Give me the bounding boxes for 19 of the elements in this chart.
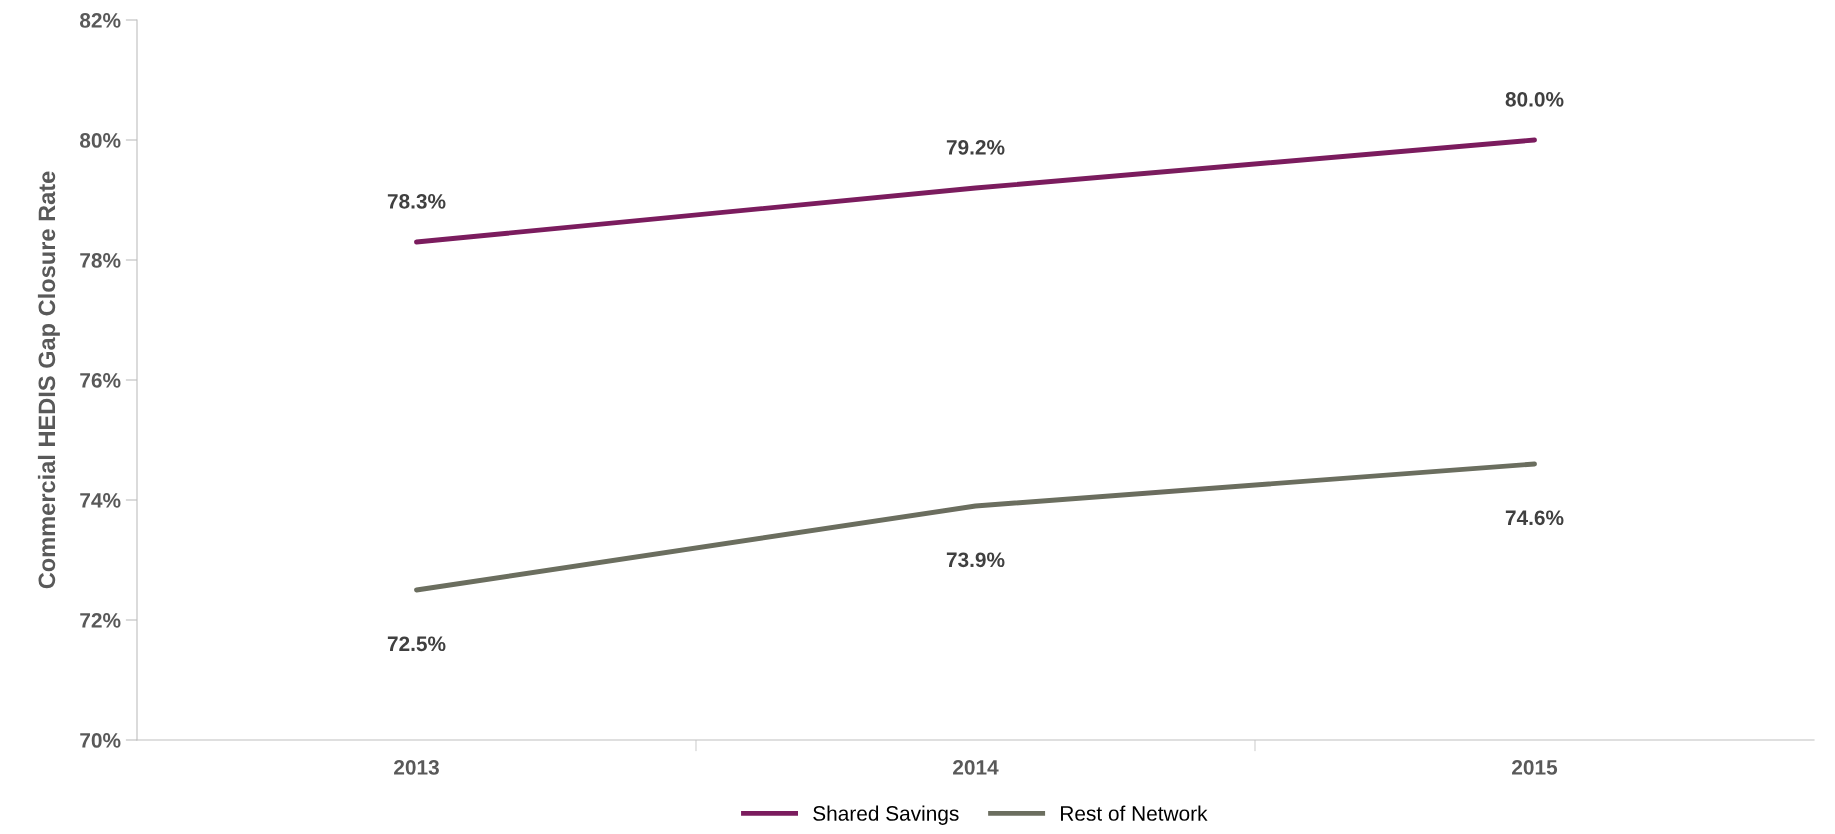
legend-label: Shared Savings	[813, 805, 959, 825]
x-tick-label: 2015	[1512, 759, 1558, 775]
y-tick-label: 72%	[80, 613, 121, 628]
y-tick-label: 82%	[79, 13, 121, 28]
data-label: 72.5%	[387, 636, 446, 652]
legend-label: Rest of Network	[1061, 805, 1208, 821]
y-tick-label: 76%	[80, 373, 121, 388]
data-label: 74.6%	[1505, 510, 1564, 526]
y-axis-title: Commercial HEDIS Gap Closure Rate	[37, 171, 60, 589]
data-label: 79.2%	[946, 139, 1005, 155]
data-label: 73.9%	[946, 552, 1005, 568]
x-tick-label: 2014	[953, 759, 999, 775]
data-label: 80.0%	[1505, 91, 1564, 107]
y-tick-label: 78%	[80, 253, 121, 268]
y-tick-label: 70%	[80, 733, 121, 748]
x-tick-label: 2013	[394, 759, 439, 775]
data-label: 78.3%	[387, 193, 446, 209]
y-tick-label: 74%	[80, 493, 121, 508]
y-tick-label: 80%	[79, 133, 121, 148]
